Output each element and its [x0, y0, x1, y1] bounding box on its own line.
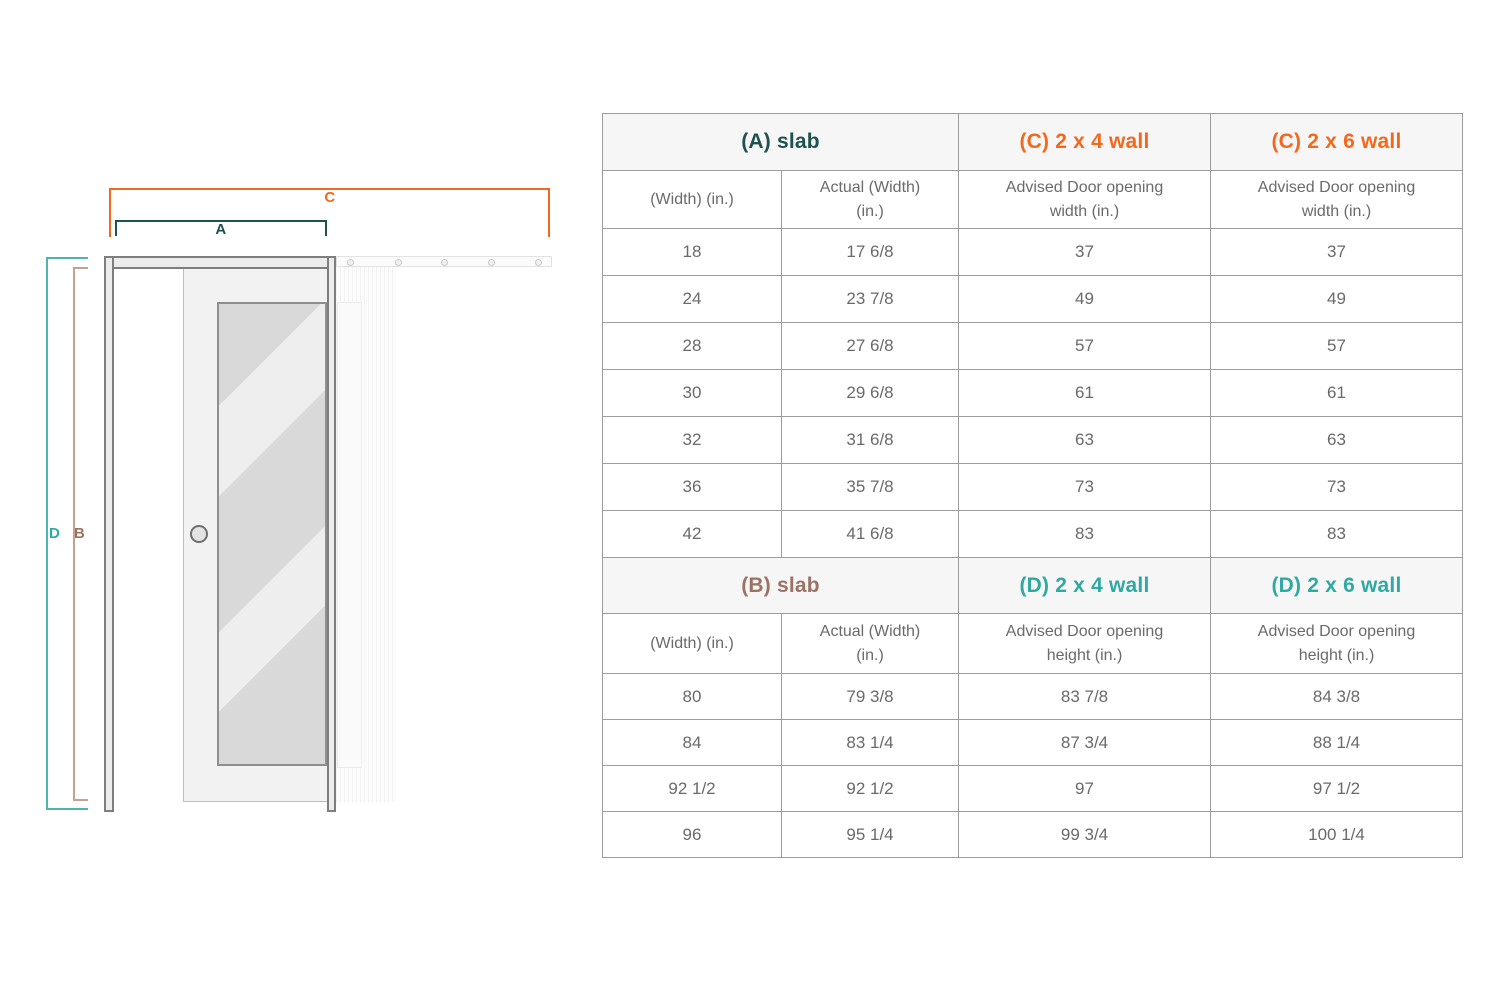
section-header-row: (A) slab (C) 2 x 4 wall (C) 2 x 6 wall: [602, 113, 1463, 171]
table-row: 96 95 1/4 99 3/4 100 1/4: [602, 811, 1463, 858]
door-frame-right-jamb: [327, 256, 336, 812]
data-cell: 95 1/4: [781, 811, 959, 858]
dimension-label-b: B: [74, 525, 86, 542]
door-size-table: (A) slab (C) 2 x 4 wall (C) 2 x 6 wall (Wid…: [602, 113, 1463, 858]
data-cell: 57: [1210, 322, 1463, 370]
data-cell: 28: [602, 322, 782, 370]
data-cell: 80: [602, 673, 782, 720]
data-cell: 27 6/8: [781, 322, 959, 370]
data-cell: 83: [958, 510, 1211, 558]
section-header-cell: (D) 2 x 6 wall: [1210, 557, 1463, 614]
door-glass-panel: [217, 302, 327, 766]
data-cell: 96: [602, 811, 782, 858]
ghost-door-in-pocket: [337, 302, 362, 768]
data-cell: 83: [1210, 510, 1463, 558]
data-cell: 49: [958, 275, 1211, 323]
dimension-bracket-a: [115, 220, 327, 236]
column-header-cell: Advised Door opening height (in.): [958, 613, 1211, 674]
table-row: 80 79 3/8 83 7/8 84 3/8: [602, 673, 1463, 720]
table-row: 84 83 1/4 87 3/4 88 1/4: [602, 719, 1463, 766]
table-row: 24 23 7/8 49 49: [602, 275, 1463, 323]
data-cell: 84 3/8: [1210, 673, 1463, 720]
dimension-label-c: C: [324, 189, 336, 206]
door-frame-left-jamb: [104, 256, 114, 812]
data-cell: 73: [1210, 463, 1463, 511]
data-cell: 24: [602, 275, 782, 323]
door-track: [336, 256, 552, 267]
data-cell: 32: [602, 416, 782, 464]
table-row: 30 29 6/8 61 61: [602, 369, 1463, 417]
data-cell: 63: [958, 416, 1211, 464]
data-cell: 41 6/8: [781, 510, 959, 558]
data-cell: 42: [602, 510, 782, 558]
table-row: 32 31 6/8 63 63: [602, 416, 1463, 464]
table-row: 92 1/2 92 1/2 97 97 1/2: [602, 765, 1463, 812]
column-header-row: (Width) (in.) Actual (Width) (in.) Advised…: [602, 613, 1463, 674]
section-header-cell: (A) slab: [602, 113, 959, 171]
pocket-door-diagram: C A D B: [0, 0, 600, 1000]
data-cell: 17 6/8: [781, 228, 959, 276]
table-row: 18 17 6/8 37 37: [602, 228, 1463, 276]
data-cell: 31 6/8: [781, 416, 959, 464]
table-row: 36 35 7/8 73 73: [602, 463, 1463, 511]
data-cell: 57: [958, 322, 1211, 370]
data-cell: 49: [1210, 275, 1463, 323]
data-cell: 92 1/2: [602, 765, 782, 812]
data-cell: 35 7/8: [781, 463, 959, 511]
column-header-cell: (Width) (in.): [602, 170, 782, 229]
data-cell: 87 3/4: [958, 719, 1211, 766]
section-header-cell: (B) slab: [602, 557, 959, 614]
column-header-cell: (Width) (in.): [602, 613, 782, 674]
data-cell: 29 6/8: [781, 369, 959, 417]
data-cell: 97: [958, 765, 1211, 812]
dimension-bracket-c: [109, 188, 550, 237]
data-cell: 83 1/4: [781, 719, 959, 766]
table-row: 28 27 6/8 57 57: [602, 322, 1463, 370]
section-header-cell: (C) 2 x 4 wall: [958, 113, 1211, 171]
data-cell: 18: [602, 228, 782, 276]
data-cell: 37: [958, 228, 1211, 276]
data-cell: 83 7/8: [958, 673, 1211, 720]
dimension-label-d: D: [49, 525, 61, 542]
data-cell: 84: [602, 719, 782, 766]
column-header-cell: Advised Door opening width (in.): [1210, 170, 1463, 229]
section-header-cell: (C) 2 x 6 wall: [1210, 113, 1463, 171]
data-cell: 92 1/2: [781, 765, 959, 812]
data-cell: 37: [1210, 228, 1463, 276]
column-header-row: (Width) (in.) Actual (Width) (in.) Advised…: [602, 170, 1463, 229]
screw-icon: [440, 258, 448, 266]
column-header-cell: Advised Door opening width (in.): [958, 170, 1211, 229]
table-row: 42 41 6/8 83 83: [602, 510, 1463, 558]
section-header-row: (B) slab (D) 2 x 4 wall (D) 2 x 6 wall: [602, 557, 1463, 614]
dimension-bracket-b: [73, 267, 88, 801]
data-cell: 36: [602, 463, 782, 511]
door-knob-icon: [190, 525, 208, 543]
data-cell: 88 1/4: [1210, 719, 1463, 766]
screw-icon: [534, 258, 542, 266]
data-cell: 79 3/8: [781, 673, 959, 720]
data-cell: 99 3/4: [958, 811, 1211, 858]
dimension-label-a: A: [215, 221, 227, 238]
screw-icon: [487, 258, 495, 266]
screw-icon: [394, 258, 402, 266]
door-frame-header: [104, 256, 336, 269]
data-cell: 97 1/2: [1210, 765, 1463, 812]
screw-icon: [346, 258, 354, 266]
data-cell: 23 7/8: [781, 275, 959, 323]
column-header-cell: Advised Door opening height (in.): [1210, 613, 1463, 674]
section-header-cell: (D) 2 x 4 wall: [958, 557, 1211, 614]
data-cell: 100 1/4: [1210, 811, 1463, 858]
column-header-cell: Actual (Width) (in.): [781, 170, 959, 229]
data-cell: 61: [958, 369, 1211, 417]
data-cell: 63: [1210, 416, 1463, 464]
data-cell: 73: [958, 463, 1211, 511]
data-cell: 61: [1210, 369, 1463, 417]
column-header-cell: Actual (Width) (in.): [781, 613, 959, 674]
data-cell: 30: [602, 369, 782, 417]
dimension-bracket-d: [46, 257, 88, 810]
